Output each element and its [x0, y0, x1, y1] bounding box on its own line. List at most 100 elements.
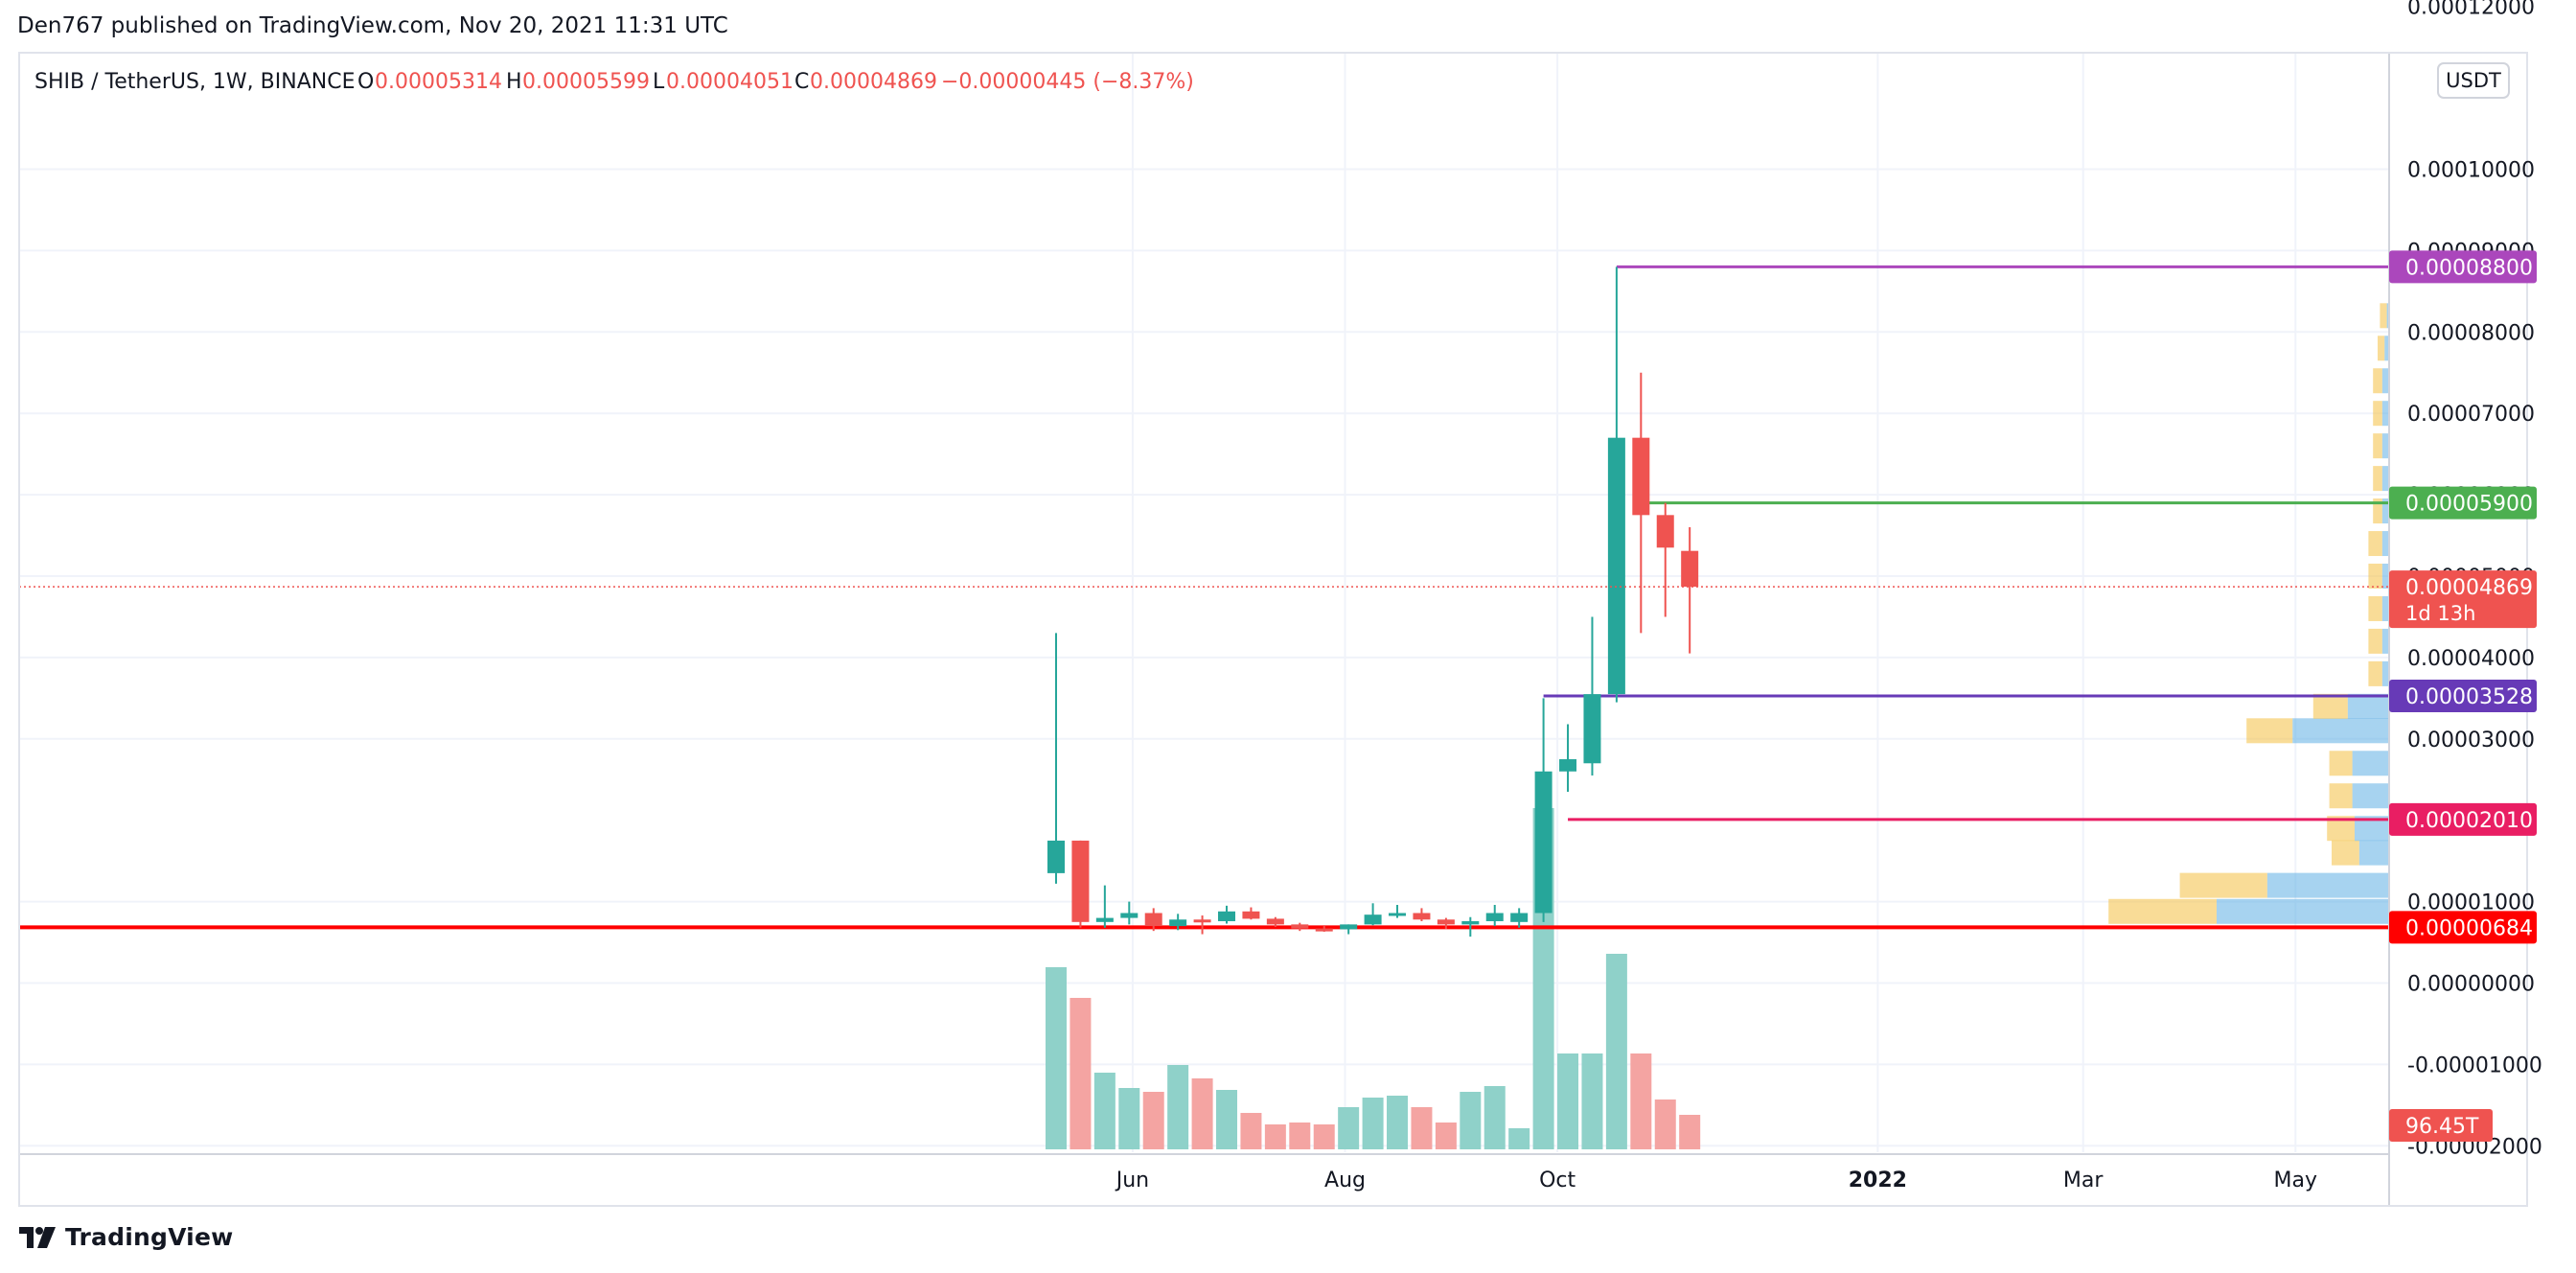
volume-bar	[1264, 1124, 1286, 1149]
profile-bar-up	[2312, 693, 2348, 719]
candle-body	[1437, 919, 1455, 925]
candle-body	[1315, 928, 1333, 932]
current-price-tag-label: 0.00004869	[2405, 576, 2533, 600]
price-tick-label: 0.00003000	[2407, 729, 2535, 752]
legend-open-value: 0.00005314	[375, 70, 502, 94]
level-price-tag	[2389, 679, 2537, 712]
profile-bar-up	[2373, 433, 2382, 459]
volume-bar	[1605, 954, 1627, 1149]
candle-body	[1120, 913, 1138, 918]
legend-low-value: 0.00004051	[666, 70, 794, 94]
volume-bar	[1191, 1078, 1213, 1149]
profile-bar-up	[2368, 595, 2382, 621]
price-tick-label: 0.00008000	[2407, 321, 2535, 345]
currency-button[interactable]: USDT	[2437, 62, 2510, 99]
volume-histogram	[1046, 808, 1701, 1149]
current-price-tag	[2389, 570, 2537, 629]
profile-bar-up	[2329, 751, 2353, 776]
chart-border	[18, 52, 2528, 1207]
profile-bar-up	[2332, 840, 2359, 866]
profile-bar-up	[2368, 628, 2382, 654]
candle-body	[1291, 924, 1309, 929]
volume-bar	[1216, 1090, 1238, 1149]
time-tick-label: May	[2274, 1169, 2317, 1192]
price-tick-label: 0.00012000	[2407, 0, 2535, 20]
profile-bar-up	[2373, 368, 2382, 394]
price-tick-label: 0.00010000	[2407, 159, 2535, 183]
profile-bar-down	[2381, 595, 2389, 621]
profile-bar-up	[2368, 660, 2382, 686]
candle-body	[1607, 437, 1625, 695]
volume-bar	[1557, 1053, 1579, 1149]
profile-bar-down	[2381, 531, 2389, 557]
candle-body	[1534, 771, 1552, 914]
volume-tag-label: 96.45T	[2405, 1115, 2479, 1139]
candle-body	[1144, 913, 1162, 927]
profile-bar-down	[2381, 401, 2389, 427]
profile-bar-down	[2381, 564, 2389, 589]
level-price-tag-label: 0.00000684	[2405, 916, 2533, 940]
volume-bar	[1362, 1098, 1384, 1149]
level-price-tag	[2389, 911, 2537, 944]
ohlc-legend: SHIB / TetherUS, 1W, BINANCE O 0.0000531…	[34, 70, 1194, 94]
candle-body	[1340, 924, 1358, 930]
volume-bar	[1484, 1086, 1506, 1149]
profile-bar-down	[2266, 872, 2389, 898]
level-price-tag-label: 0.00003528	[2405, 685, 2533, 709]
volume-bar	[1289, 1123, 1311, 1149]
time-axis[interactable]: Jun Aug Oct 2022 Mar May	[1115, 1169, 2317, 1192]
legend-high-value: 0.00005599	[522, 70, 650, 94]
candles	[1047, 266, 1699, 937]
candle-body	[1632, 437, 1650, 516]
time-tick-label: Mar	[2063, 1169, 2104, 1192]
profile-bar-up	[2380, 303, 2387, 329]
profile-bar-up	[2373, 401, 2382, 427]
price-tick-label: 0.00007000	[2407, 403, 2535, 427]
volume-bar	[1679, 1115, 1701, 1149]
volume-bar	[1435, 1123, 1457, 1149]
candle-body	[1485, 913, 1504, 921]
profile-bar-up	[2373, 466, 2382, 492]
level-price-tag-label: 0.00008800	[2405, 256, 2533, 280]
legend-high-label: H	[506, 70, 522, 94]
volume-bar	[1313, 1124, 1335, 1149]
profile-bar-down	[2381, 498, 2389, 524]
tradingview-logo-text: TradingView	[65, 1223, 234, 1251]
legend-symbol: SHIB / TetherUS, 1W, BINANCE	[34, 70, 355, 94]
time-tick-label: 2022	[1849, 1169, 1907, 1192]
horizontal-levels[interactable]	[19, 265, 2389, 930]
volume-bar	[1411, 1107, 1433, 1149]
profile-bar-up	[2368, 564, 2382, 589]
currency-button-label: USDT	[2446, 69, 2501, 92]
candle-body	[1218, 911, 1236, 921]
profile-bar-up	[2108, 898, 2217, 924]
candle-body	[1364, 914, 1382, 925]
candle-body	[1242, 911, 1260, 919]
profile-bar-up	[2373, 498, 2382, 524]
price-tick-label: 0.00004000	[2407, 647, 2535, 671]
candle-body	[1583, 694, 1601, 764]
volume-bar	[1118, 1088, 1140, 1149]
level-price-tag	[2389, 802, 2537, 836]
profile-bar-up	[2368, 531, 2382, 557]
volume-bar	[1581, 1053, 1603, 1149]
current-price-countdown: 1d 13h	[2405, 602, 2475, 625]
profile-bar-down	[2358, 840, 2389, 866]
grid	[19, 53, 2389, 1152]
legend-change: −0.00000445 (−8.37%)	[941, 70, 1194, 94]
publisher-caption: Den767 published on TradingView.com, Nov…	[17, 13, 728, 38]
candle-body	[1413, 913, 1431, 920]
tradingview-logo[interactable]: TradingView	[19, 1223, 233, 1251]
candle-body	[1389, 913, 1407, 916]
profile-bar-up	[2378, 336, 2385, 361]
volume-bar	[1046, 967, 1067, 1149]
profile-bar-up	[2329, 783, 2353, 809]
legend-close-value: 0.00004869	[810, 70, 937, 94]
candle-body	[1095, 917, 1114, 922]
legend-open-label: O	[357, 70, 374, 94]
candle-body	[1559, 759, 1577, 772]
level-price-tag	[2389, 250, 2537, 284]
profile-bar-down	[2381, 660, 2389, 686]
candle-body	[1047, 840, 1065, 873]
